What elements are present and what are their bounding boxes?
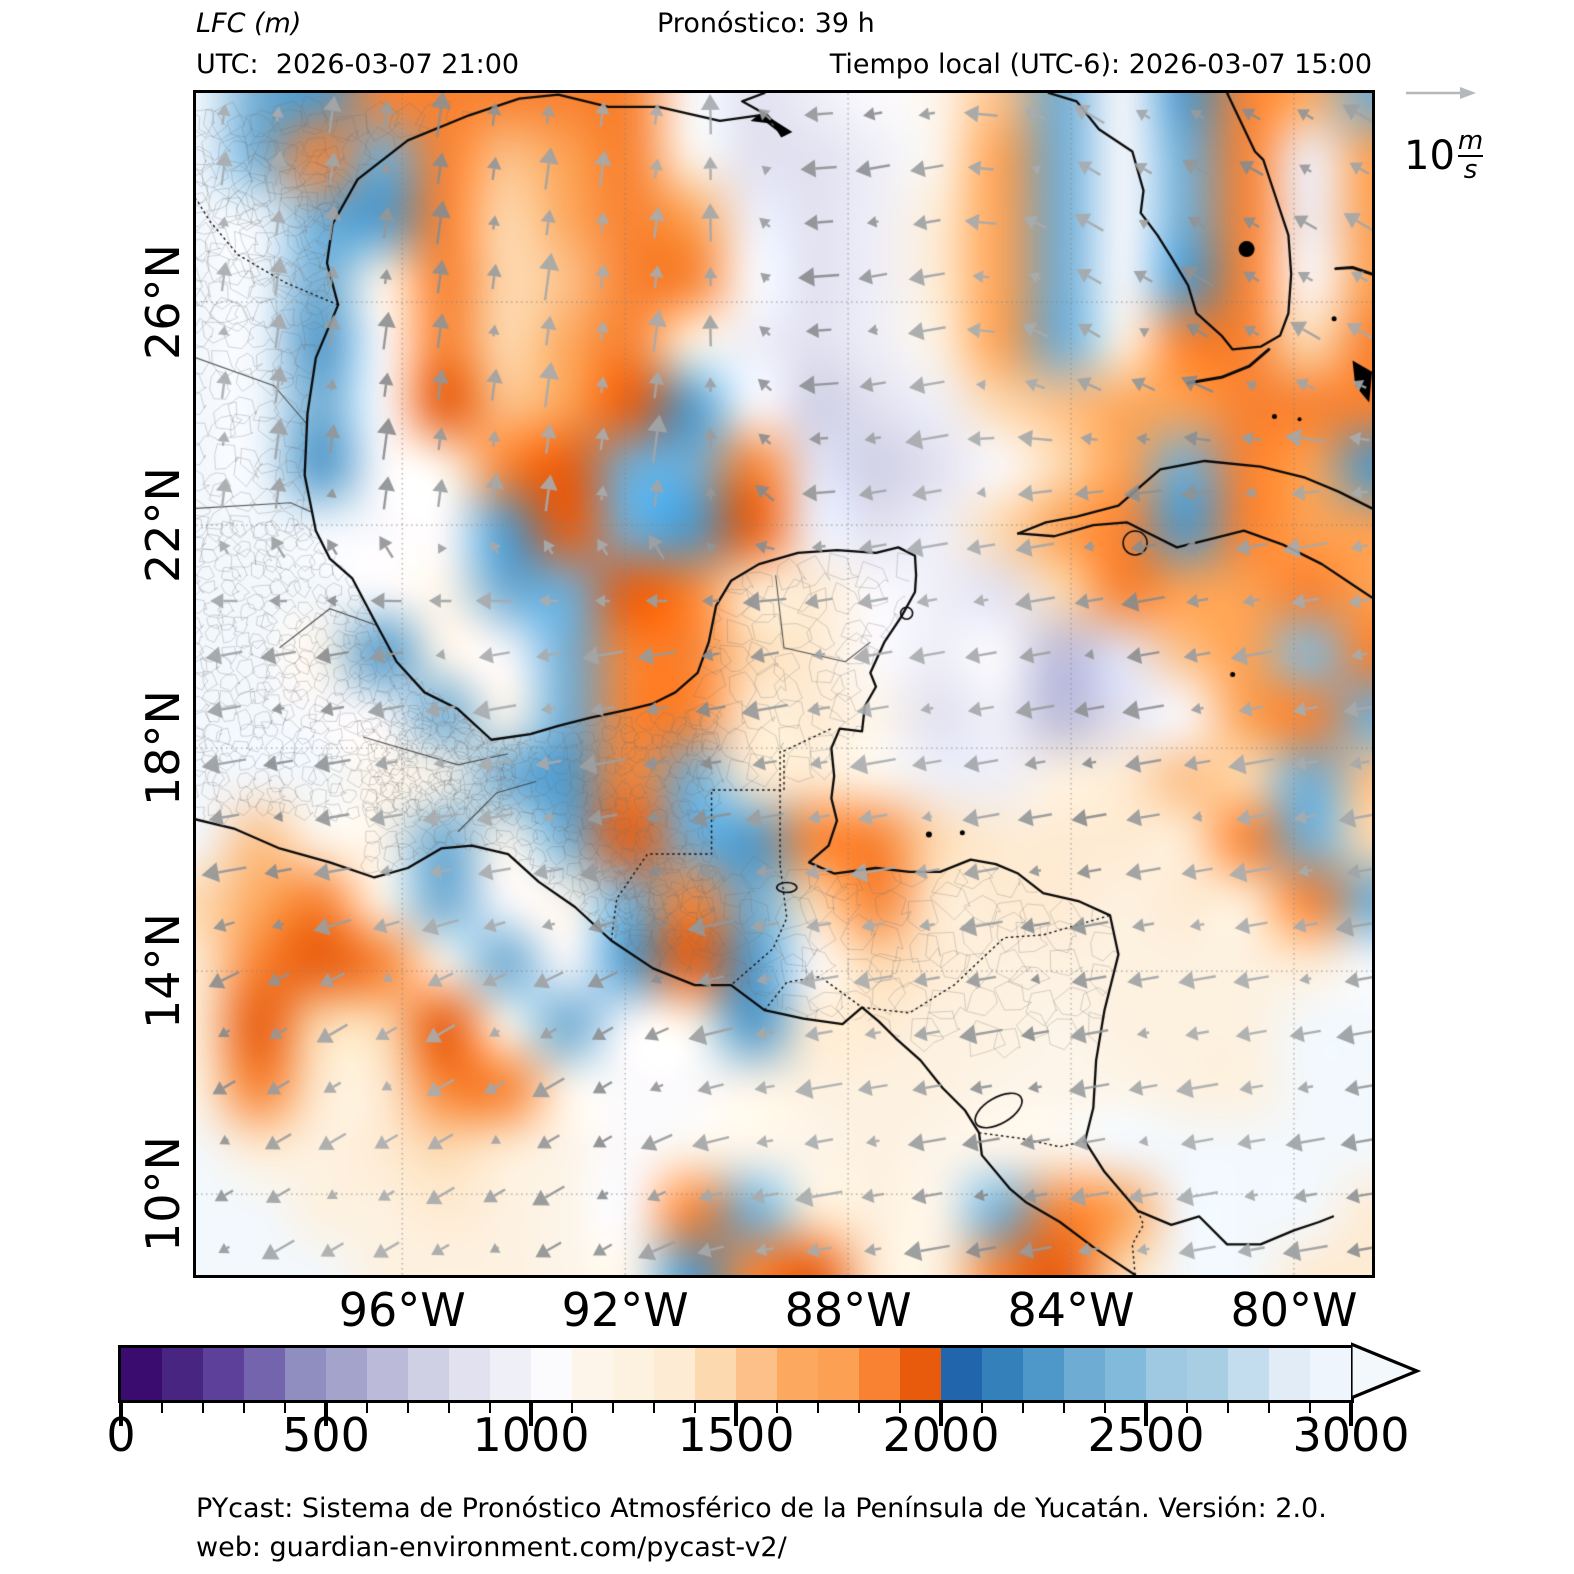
wind-reference-arrow-icon xyxy=(1406,87,1476,99)
x-axis-label: 88°W xyxy=(784,1283,912,1337)
colorbar-segment xyxy=(203,1348,244,1400)
colorbar-segment xyxy=(859,1348,900,1400)
colorbar-tick xyxy=(652,1400,656,1413)
colorbar-tick xyxy=(365,1400,369,1413)
colorbar-tick xyxy=(611,1400,615,1413)
colorbar-tick-label: 1000 xyxy=(472,1408,590,1462)
forecast-hour-label: Pronóstico: 39 h xyxy=(657,8,875,39)
colorbar-tick xyxy=(980,1400,984,1413)
colorbar-segment xyxy=(490,1348,531,1400)
colorbar-segment xyxy=(1064,1348,1105,1400)
colorbar-segment xyxy=(982,1348,1023,1400)
colorbar-tick xyxy=(1021,1400,1025,1413)
utc-time-label: UTC: 2026-03-07 21:00 xyxy=(196,49,520,80)
colorbar-tick xyxy=(160,1400,164,1413)
colorbar-segment xyxy=(654,1348,695,1400)
colorbar-segment xyxy=(1023,1348,1064,1400)
colorbar-segment xyxy=(285,1348,326,1400)
colorbar-segment xyxy=(1146,1348,1187,1400)
colorbar-tick xyxy=(693,1400,697,1413)
colorbar-tick xyxy=(119,1400,123,1426)
colorbar-tick xyxy=(570,1400,574,1413)
colorbar-tick xyxy=(283,1400,287,1413)
colorbar-tick xyxy=(1062,1400,1066,1413)
colorbar-tick xyxy=(242,1400,246,1413)
colorbar-tick-label: 500 xyxy=(282,1408,370,1462)
colorbar-segment xyxy=(449,1348,490,1400)
colorbar-segment xyxy=(162,1348,203,1400)
colorbar-segment xyxy=(326,1348,367,1400)
y-axis-label: 14°N xyxy=(136,913,190,1030)
colorbar-tick xyxy=(1185,1400,1189,1413)
y-axis-label: 18°N xyxy=(136,690,190,807)
colorbar-tick xyxy=(1267,1400,1271,1413)
lfc-field-canvas xyxy=(196,93,1372,1275)
colorbar-tick xyxy=(734,1400,738,1426)
x-axis-label: 84°W xyxy=(1007,1283,1135,1337)
colorbar-segment xyxy=(531,1348,572,1400)
colorbar-segment xyxy=(695,1348,736,1400)
footer-line-1: PYcast: Sistema de Pronóstico Atmosféric… xyxy=(196,1493,1327,1524)
colorbar-segment xyxy=(818,1348,859,1400)
local-time-label: Tiempo local (UTC-6): 2026-03-07 15:00 xyxy=(829,49,1372,80)
colorbar-tick xyxy=(1349,1400,1353,1426)
colorbar-segment xyxy=(1228,1348,1269,1400)
colorbar-segment xyxy=(941,1348,982,1400)
colorbar-segment xyxy=(367,1348,408,1400)
colorbar-over-arrow xyxy=(1351,1342,1422,1400)
colorbar-segment xyxy=(736,1348,777,1400)
colorbar-segment xyxy=(408,1348,449,1400)
colorbar-segment xyxy=(121,1348,162,1400)
colorbar-tick xyxy=(1144,1400,1148,1426)
colorbar-segment xyxy=(613,1348,654,1400)
colorbar-tick-label: 0 xyxy=(106,1408,136,1462)
colorbar-tick xyxy=(447,1400,451,1413)
colorbar-tick-label: 1500 xyxy=(677,1408,795,1462)
footer-credit: PYcast: Sistema de Pronóstico Atmosféric… xyxy=(196,1489,1327,1567)
colorbar-tick xyxy=(939,1400,943,1426)
colorbar-tick xyxy=(1308,1400,1312,1413)
colorbar-tick xyxy=(857,1400,861,1413)
colorbar-tick xyxy=(201,1400,205,1413)
y-axis-label: 26°N xyxy=(136,244,190,361)
y-axis-label: 22°N xyxy=(136,467,190,584)
x-axis-label: 80°W xyxy=(1230,1283,1358,1337)
colorbar-tick xyxy=(529,1400,533,1426)
x-axis-label: 92°W xyxy=(561,1283,689,1337)
colorbar-tick xyxy=(488,1400,492,1413)
colorbar-tick-label: 2000 xyxy=(882,1408,1000,1462)
colorbar-segment xyxy=(1269,1348,1310,1400)
x-axis-label: 96°W xyxy=(338,1283,466,1337)
colorbar-segment xyxy=(777,1348,818,1400)
colorbar-tick xyxy=(898,1400,902,1413)
wind-reference-label: 10 m s xyxy=(1404,126,1484,186)
colorbar-segment xyxy=(572,1348,613,1400)
wind-reference-units: m s xyxy=(1457,126,1484,186)
colorbar-segment xyxy=(1310,1348,1351,1400)
colorbar-segment xyxy=(1105,1348,1146,1400)
map-panel xyxy=(193,90,1375,1278)
colorbar-tick xyxy=(775,1400,779,1413)
colorbar-tick xyxy=(1103,1400,1107,1413)
colorbar-tick-label: 2500 xyxy=(1087,1408,1205,1462)
colorbar-segment xyxy=(900,1348,941,1400)
colorbar-tick xyxy=(1226,1400,1230,1413)
footer-line-2: web: guardian-environment.com/pycast-v2/ xyxy=(196,1532,787,1564)
colorbar-tick xyxy=(816,1400,820,1413)
colorbar-tick xyxy=(406,1400,410,1413)
colorbar-tick xyxy=(324,1400,328,1426)
colorbar-segment xyxy=(244,1348,285,1400)
wind-reference-value: 10 xyxy=(1404,133,1455,180)
variable-title: LFC (m) xyxy=(196,8,302,39)
colorbar-tick-label: 3000 xyxy=(1292,1408,1410,1462)
colorbar xyxy=(118,1345,1354,1403)
y-axis-label: 10°N xyxy=(136,1136,190,1253)
colorbar-segment xyxy=(1187,1348,1228,1400)
